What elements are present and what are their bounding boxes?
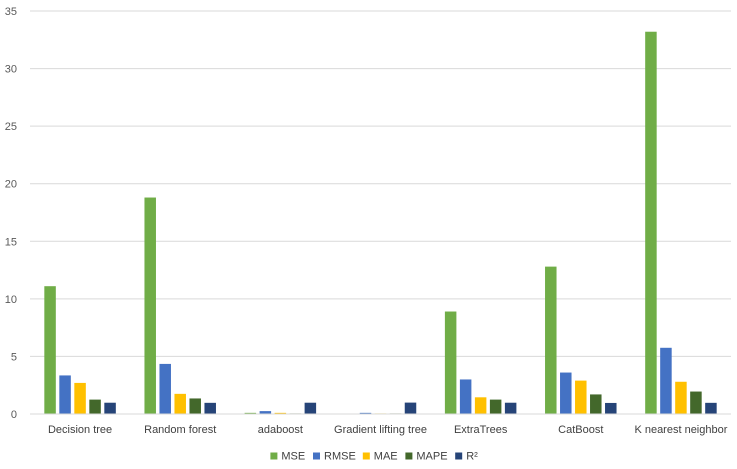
bar-r-2 bbox=[304, 402, 317, 414]
y-tick-label: 5 bbox=[11, 351, 17, 363]
y-tick-label: 35 bbox=[5, 6, 17, 18]
x-category-label: Decision tree bbox=[48, 424, 112, 436]
bar-mae-6 bbox=[675, 381, 687, 414]
bar-rmse-3 bbox=[359, 412, 372, 414]
y-tick-label: 25 bbox=[5, 121, 17, 133]
legend-swatch-mse bbox=[270, 452, 278, 460]
y-tick-label: 10 bbox=[5, 294, 17, 306]
bar-mape-5 bbox=[590, 394, 602, 414]
bar-r-3 bbox=[404, 402, 417, 414]
bar-rmse-4 bbox=[459, 379, 472, 414]
bar-mae-0 bbox=[74, 382, 86, 414]
y-tick-label: 15 bbox=[5, 236, 17, 248]
y-tick-label: 20 bbox=[5, 179, 17, 191]
x-category-label: K nearest neighbor bbox=[634, 424, 727, 436]
gridlines bbox=[30, 10, 731, 357]
bar-r-6 bbox=[705, 402, 717, 414]
bar-mape-6 bbox=[690, 391, 702, 414]
bar-r-0 bbox=[104, 402, 116, 414]
x-category-label: Gradient lifting tree bbox=[334, 424, 427, 436]
x-category-label: ExtraTrees bbox=[454, 424, 508, 436]
y-axis-tick-labels: 0 5 10 15 20 25 30 35 bbox=[5, 6, 17, 421]
bar-mse-1 bbox=[144, 197, 156, 414]
legend: MSE RMSE MAE MAPE R² bbox=[270, 451, 478, 463]
bar-r-1 bbox=[204, 402, 216, 414]
bar-mse-0 bbox=[44, 286, 56, 414]
y-tick-label: 0 bbox=[11, 409, 17, 421]
bar-rmse-2 bbox=[259, 411, 272, 414]
bar-rmse-5 bbox=[560, 372, 572, 414]
bar-rmse-0 bbox=[59, 375, 71, 414]
x-axis-category-labels: Decision tree Random forest adaboost Gradie… bbox=[48, 424, 728, 436]
bar-mse-6 bbox=[645, 31, 657, 415]
bar-mse-5 bbox=[545, 266, 557, 414]
legend-swatch-mape bbox=[405, 452, 413, 460]
bar-mae-4 bbox=[474, 397, 487, 414]
bar-mae-1 bbox=[174, 393, 186, 414]
bar-rmse-1 bbox=[159, 363, 171, 414]
y-tick-label: 30 bbox=[5, 64, 17, 76]
bar-mape-4 bbox=[489, 399, 502, 414]
bar-rmse-6 bbox=[660, 347, 672, 414]
bar-r-4 bbox=[504, 402, 517, 414]
bar-r-5 bbox=[605, 402, 617, 414]
legend-label-rmse: RMSE bbox=[324, 451, 356, 463]
bar-mape-1 bbox=[189, 398, 201, 414]
legend-label-r: R² bbox=[466, 451, 478, 463]
x-category-label: CatBoost bbox=[558, 424, 603, 436]
x-category-label: adaboost bbox=[258, 424, 303, 436]
legend-label-mape: MAPE bbox=[416, 451, 447, 463]
legend-label-mse: MSE bbox=[281, 451, 305, 463]
bar-mae-5 bbox=[575, 380, 587, 414]
bar-mae-2 bbox=[274, 412, 287, 414]
legend-label-mae: MAE bbox=[374, 451, 398, 463]
bar-mape-0 bbox=[89, 399, 101, 414]
legend-swatch-r bbox=[455, 452, 463, 460]
bar-mse-2 bbox=[244, 412, 257, 414]
legend-swatch-mae bbox=[362, 452, 370, 460]
legend-swatch-rmse bbox=[313, 452, 320, 460]
bar-mse-4 bbox=[444, 311, 457, 414]
x-category-label: Random forest bbox=[144, 424, 216, 436]
